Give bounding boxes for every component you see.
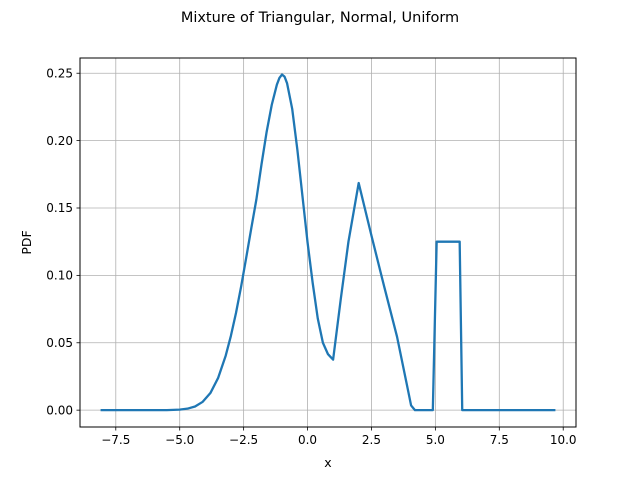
x-tick-label: 10.0: [550, 433, 577, 447]
x-axis: −7.5 −5.0 −2.5 0.0 2.5 5.0 7.5 10.0: [101, 427, 577, 447]
x-tick-label: −2.5: [229, 433, 258, 447]
y-tick-label: 0.25: [46, 66, 73, 80]
pdf-line: [100, 73, 556, 412]
y-tick-label: 0.15: [46, 201, 73, 215]
chart-title: Mixture of Triangular, Normal, Uniform: [181, 10, 459, 26]
y-axis: 0.00 0.05 0.10 0.15 0.20 0.25: [46, 66, 80, 417]
y-tick-label: 0.00: [46, 403, 73, 417]
x-axis-label: x: [324, 455, 331, 470]
y-tick-label: 0.20: [46, 134, 73, 148]
plot-frame: [79, 57, 577, 428]
plot-lines: [100, 73, 556, 412]
grid: [80, 58, 576, 427]
x-tick-label: 7.5: [490, 433, 509, 447]
y-tick-label: 0.05: [46, 336, 73, 350]
x-tick-label: 5.0: [426, 433, 445, 447]
x-tick-label: 2.5: [362, 433, 381, 447]
y-tick-label: 0.10: [46, 269, 73, 283]
x-tick-label: 0.0: [298, 433, 317, 447]
y-axis-label: PDF: [19, 230, 34, 254]
x-tick-label: −5.0: [165, 433, 194, 447]
x-tick-label: −7.5: [101, 433, 130, 447]
